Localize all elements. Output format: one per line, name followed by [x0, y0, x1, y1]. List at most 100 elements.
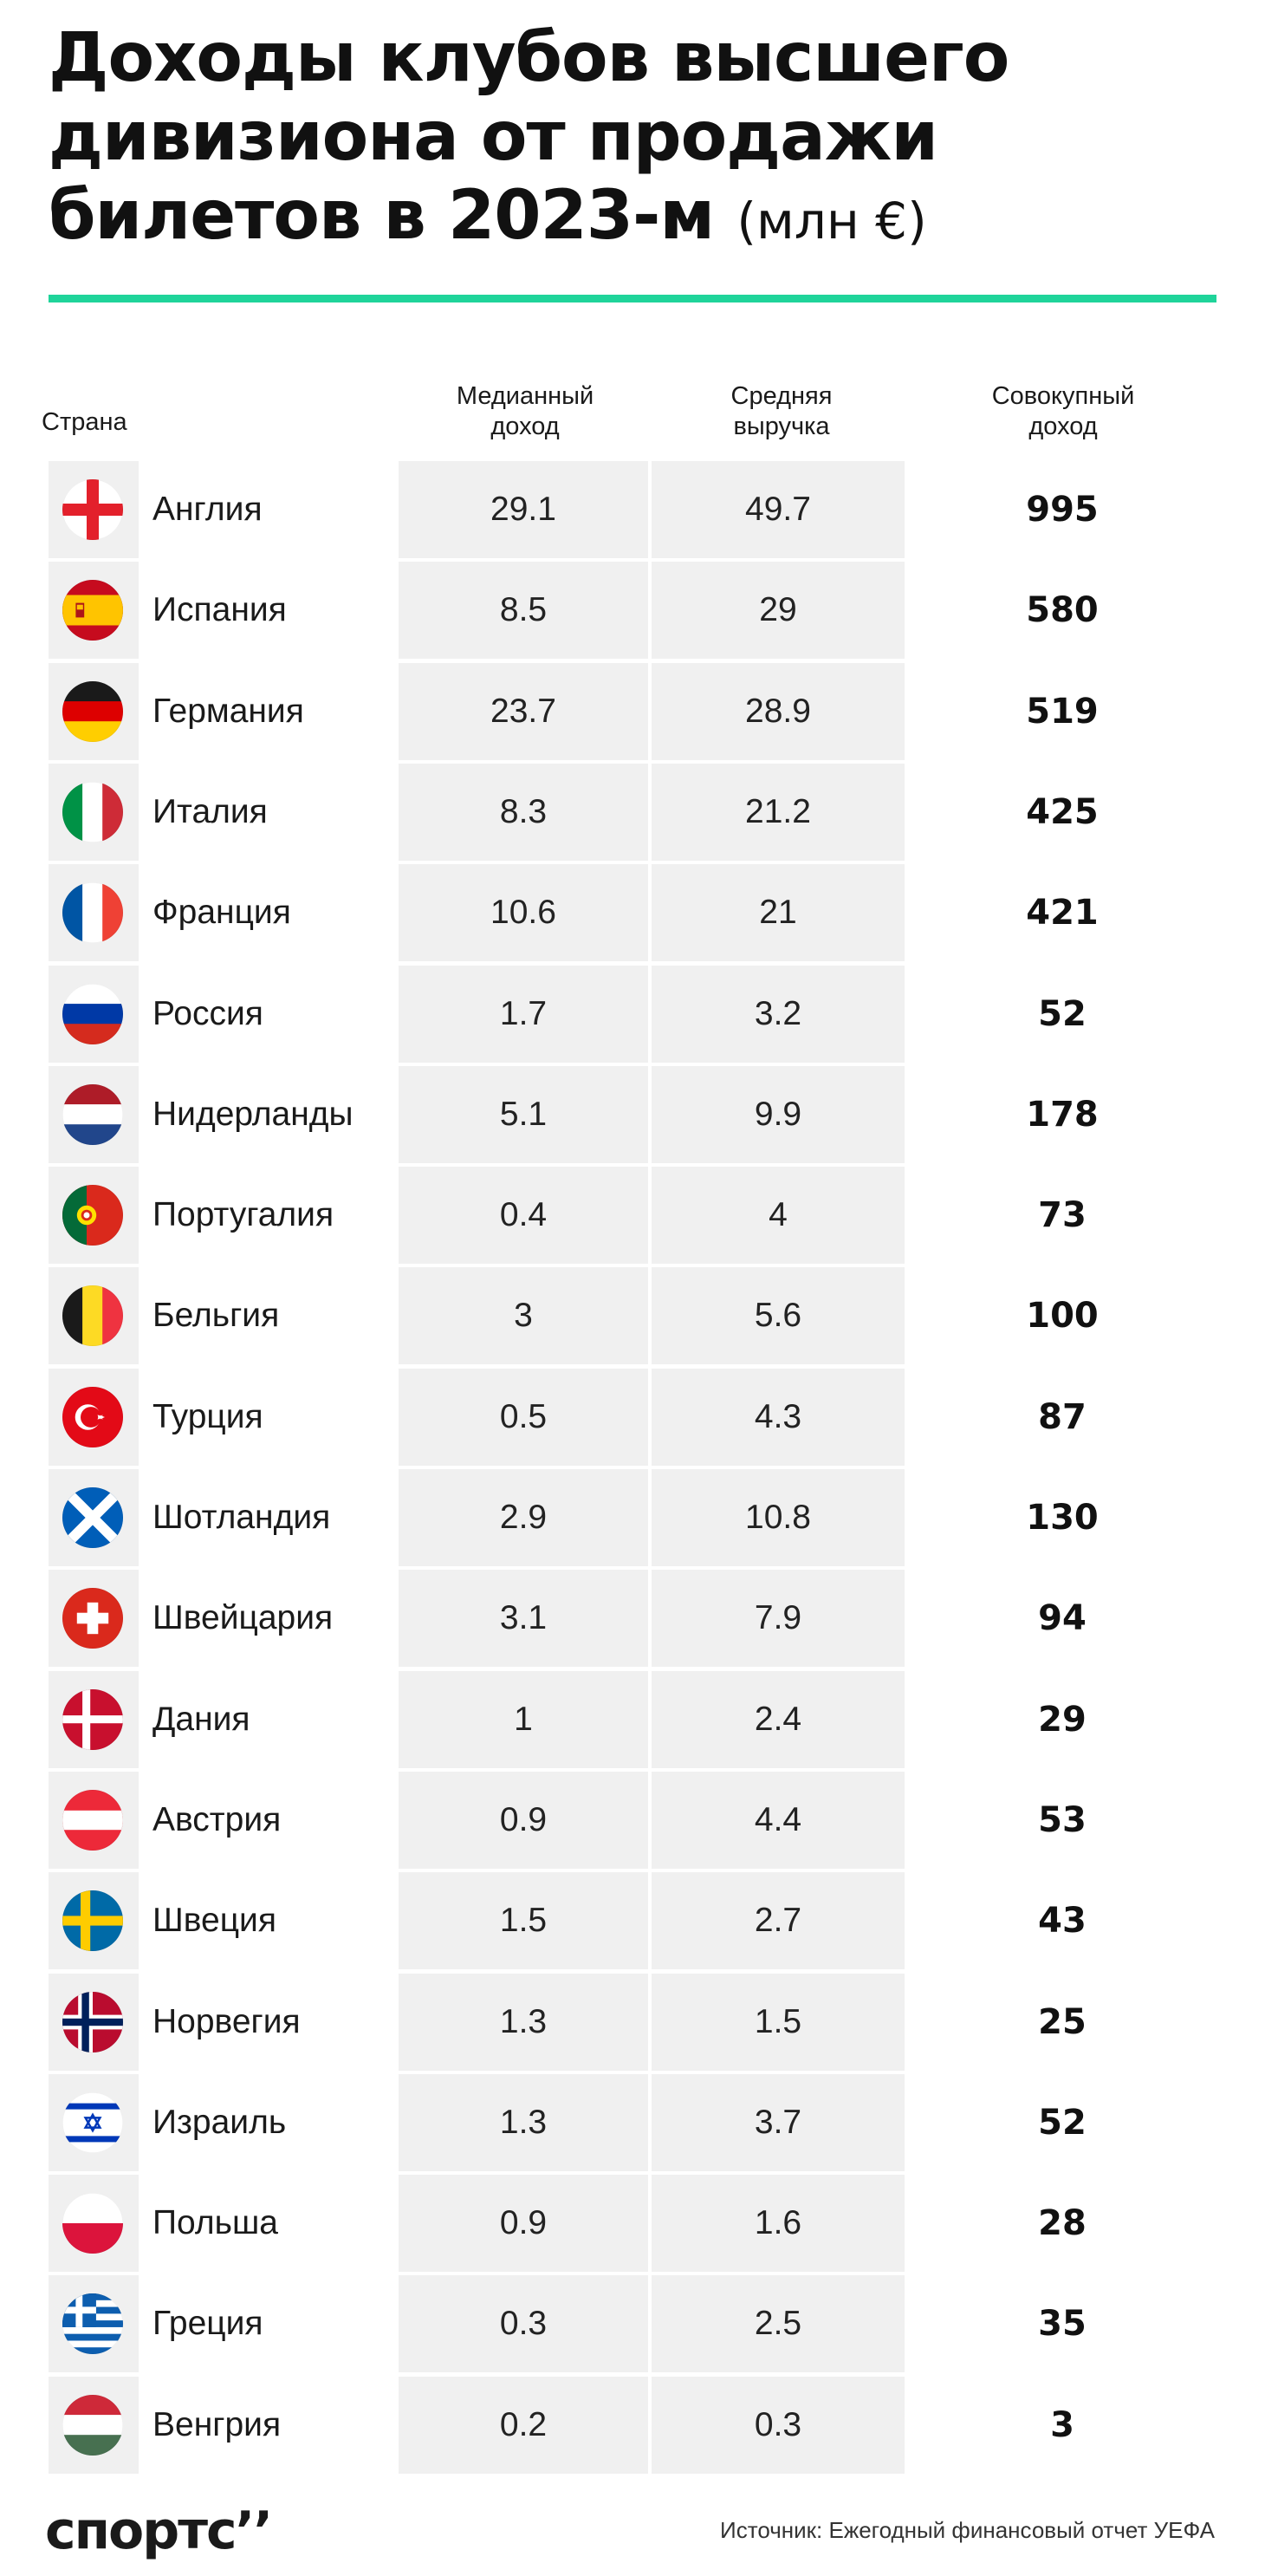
sweden-flag-icon [62, 1890, 123, 1952]
flag-cell [49, 1167, 139, 1265]
total-cell: 28 [908, 2175, 1216, 2273]
total-income-value: 52 [1038, 993, 1087, 1034]
median-cell: 1.7 [399, 965, 648, 1063]
average-cell: 28.9 [652, 662, 905, 760]
median-cell: 8.5 [399, 562, 648, 660]
netherlands-flag-icon [62, 1083, 123, 1145]
median-cell: 1.5 [399, 1872, 648, 1970]
flag-cell [49, 965, 139, 1063]
total-cell: 29 [908, 1670, 1216, 1768]
median-income-value: 0.5 [499, 1397, 548, 1435]
total-cell: 73 [908, 1167, 1216, 1265]
country-cell: Швеция [139, 1872, 395, 1970]
median-cell: 0.4 [399, 1167, 648, 1265]
total-cell: 178 [908, 1065, 1216, 1163]
country-cell: Италия [139, 763, 395, 861]
average-cell: 7.9 [652, 1570, 905, 1668]
total-income-value: 100 [1026, 1296, 1099, 1337]
total-income-value: 25 [1038, 2001, 1087, 2042]
flag-cell [49, 1771, 139, 1869]
total-income-value: 53 [1038, 1799, 1087, 1840]
median-income-value: 0.3 [499, 2305, 548, 2343]
flag-cell [49, 1570, 139, 1668]
country-cell: Польша [139, 2175, 395, 2273]
country-name: Италия [152, 792, 268, 830]
total-cell: 43 [908, 1872, 1216, 1970]
median-cell: 0.9 [399, 1771, 648, 1869]
average-revenue-value: 21 [759, 894, 797, 932]
average-revenue-value: 2.5 [754, 2305, 802, 2343]
table-row: Турция 0.5 4.3 87 [49, 1368, 1216, 1466]
average-revenue-value: 9.9 [754, 1095, 802, 1133]
accent-divider [49, 295, 1216, 302]
country-cell: Шотландия [139, 1469, 395, 1566]
median-income-value: 0.2 [499, 2405, 548, 2443]
country-cell: Англия [139, 461, 395, 558]
spain-flag-icon [62, 580, 123, 641]
total-cell: 100 [908, 1267, 1216, 1365]
country-name: Греция [152, 2305, 263, 2343]
country-name: Германия [152, 692, 304, 730]
average-cell: 1.5 [652, 1973, 905, 2071]
median-income-value: 0.4 [499, 1196, 548, 1234]
table-row: Дания 1 2.4 29 [49, 1670, 1216, 1768]
country-cell: Германия [139, 662, 395, 760]
average-cell: 3.2 [652, 965, 905, 1063]
country-cell: Швейцария [139, 1570, 395, 1668]
table-row: Россия 1.7 3.2 52 [49, 965, 1216, 1063]
table-row: Франция 10.6 21 421 [49, 864, 1216, 962]
median-cell: 0.2 [399, 2376, 648, 2474]
turkey-flag-icon [62, 1386, 123, 1447]
country-name: Дания [152, 1700, 250, 1738]
average-cell: 4.3 [652, 1368, 905, 1466]
average-cell: 2.4 [652, 1670, 905, 1768]
median-cell: 8.3 [399, 763, 648, 861]
chart-title: Доходы клубов высшего дивизиона от прода… [49, 19, 1192, 261]
average-revenue-value: 10.8 [745, 1499, 811, 1536]
median-cell: 3 [399, 1267, 648, 1365]
average-revenue-value: 49.7 [745, 491, 811, 528]
footer: спортс’’ Источник: Ежегодный финансовый … [0, 2479, 1265, 2576]
average-revenue-value: 7.9 [754, 1599, 802, 1637]
average-cell: 29 [652, 562, 905, 660]
total-cell: 3 [908, 2376, 1216, 2474]
total-income-value: 87 [1038, 1396, 1087, 1437]
average-revenue-value: 5.6 [754, 1297, 802, 1335]
median-income-value: 1.3 [499, 2002, 548, 2040]
average-revenue-value: 3.2 [754, 994, 802, 1032]
flag-cell [49, 2175, 139, 2273]
median-cell: 5.1 [399, 1065, 648, 1163]
total-income-value: 73 [1038, 1195, 1087, 1236]
flag-cell [49, 2376, 139, 2474]
greece-flag-icon [62, 2293, 123, 2355]
median-cell: 23.7 [399, 662, 648, 760]
flag-cell [49, 2073, 139, 2171]
median-income-value: 0.9 [499, 1800, 548, 1838]
flag-cell [49, 763, 139, 861]
table-row: Бельгия 3 5.6 100 [49, 1267, 1216, 1365]
average-revenue-value: 0.3 [754, 2405, 802, 2443]
country-name: Бельгия [152, 1297, 280, 1335]
average-cell: 3.7 [652, 2073, 905, 2171]
total-cell: 53 [908, 1771, 1216, 1869]
total-income-value: 995 [1026, 490, 1099, 530]
table-row: Нидерланды 5.1 9.9 178 [49, 1065, 1216, 1163]
flag-cell [49, 1267, 139, 1365]
denmark-flag-icon [62, 1688, 123, 1750]
average-revenue-value: 1.5 [754, 2002, 802, 2040]
average-cell: 9.9 [652, 1065, 905, 1163]
table-row: Норвегия 1.3 1.5 25 [49, 1973, 1216, 2071]
average-revenue-value: 29 [759, 591, 797, 629]
country-name: Испания [152, 591, 287, 629]
median-income-value: 2.9 [499, 1499, 548, 1536]
country-name: Нидерланды [152, 1095, 354, 1133]
country-name: Шотландия [152, 1499, 331, 1536]
total-cell: 94 [908, 1570, 1216, 1668]
table-row: Испания 8.5 29 580 [49, 562, 1216, 660]
switzerland-flag-icon [62, 1588, 123, 1649]
italy-flag-icon [62, 781, 123, 842]
average-cell: 49.7 [652, 461, 905, 558]
country-cell: Нидерланды [139, 1065, 395, 1163]
median-cell: 1.3 [399, 2073, 648, 2171]
total-income-value: 425 [1026, 791, 1099, 832]
